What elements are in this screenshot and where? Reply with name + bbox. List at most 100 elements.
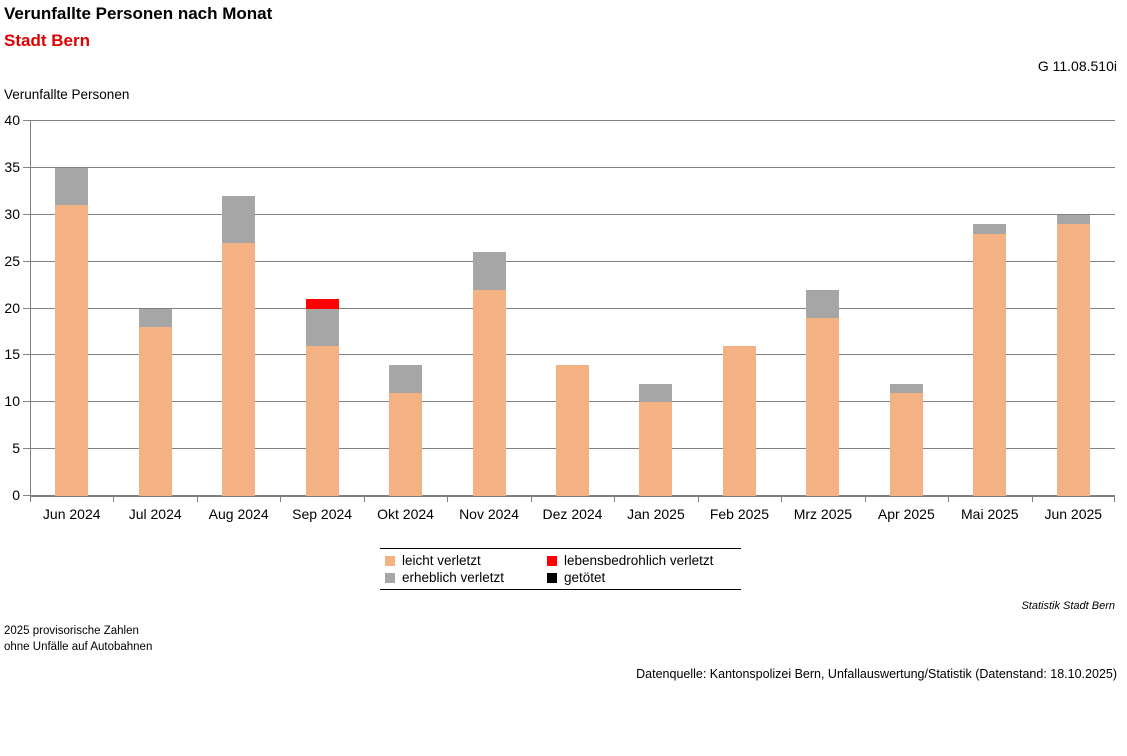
legend-item: getötet: [547, 570, 737, 585]
gridline: [30, 354, 1115, 356]
x-tick-label: Sep 2024: [292, 506, 353, 522]
gridline: [30, 260, 1115, 262]
bar-segment-erheblich-verletzt: [1057, 214, 1090, 225]
y-tick-label: 35: [4, 158, 20, 175]
bar-segment-leicht-verletzt: [473, 289, 506, 496]
bar-segment-leicht-verletzt: [389, 392, 422, 496]
legend-marker-icon: [547, 555, 557, 566]
y-tick-label: 15: [4, 346, 20, 363]
legend-label: erheblich verletzt: [402, 570, 505, 585]
bar-segment-leicht-verletzt: [973, 233, 1006, 496]
x-axis-tick: [113, 496, 114, 502]
bar-segment-erheblich-verletzt: [806, 289, 839, 318]
gridline: [30, 120, 1115, 121]
bar-segment-leicht-verletzt: [1057, 224, 1090, 496]
y-axis-tick: [23, 401, 30, 403]
bar-segment-erheblich-verletzt: [306, 308, 339, 346]
bar-segment-lebensbedrohlich-verletzt: [306, 299, 339, 309]
datasource-note: Datenquelle: Kantonspolizei Bern, Unfall…: [636, 667, 1117, 681]
legend-item: erheblich verletzt: [385, 570, 547, 585]
legend-marker-icon: [385, 572, 395, 583]
legend-label: leicht verletzt: [402, 553, 481, 568]
x-axis-tick: [447, 496, 448, 502]
gridline: [30, 307, 1115, 309]
y-axis-tick: [23, 354, 30, 356]
x-tick-label: Dez 2024: [542, 506, 603, 522]
x-axis-tick: [865, 496, 866, 502]
x-axis-tick: [531, 496, 532, 502]
x-axis-tick: [30, 496, 31, 502]
x-tick-label: Aug 2024: [208, 506, 269, 522]
bar-segment-erheblich-verletzt: [890, 383, 923, 393]
bar-segment-leicht-verletzt: [639, 402, 672, 496]
bar-segment-erheblich-verletzt: [639, 383, 672, 403]
gridline: [30, 213, 1115, 215]
y-axis-tick: [23, 495, 30, 496]
page-title: Verunfallte Personen nach Monat: [4, 4, 273, 23]
bar-segment-erheblich-verletzt: [473, 252, 506, 290]
x-tick-label: Nov 2024: [459, 506, 519, 522]
graphic-number: G 11.08.510i: [1037, 58, 1117, 74]
x-tick-label: Apr 2025: [877, 506, 935, 522]
x-axis-tick: [614, 496, 615, 502]
legend-item: leicht verletzt: [385, 553, 547, 568]
y-axis-tick: [23, 448, 30, 450]
y-axis-tick: [23, 307, 30, 309]
x-tick-label: Jun 2025: [1044, 506, 1103, 522]
x-tick-label: Jun 2024: [42, 506, 101, 522]
bar-chart-plot-area: 0 5 10 15 20 25 30 35 40 Jun 2024 Jul 2024 Aug 2024…: [4, 112, 1115, 522]
bar-segment-leicht-verletzt: [556, 364, 589, 496]
x-tick-label: Mrz 2025: [793, 506, 853, 522]
x-axis-tick: [948, 496, 949, 502]
bar-segment-leicht-verletzt: [806, 317, 839, 496]
footnote-provisional: 2025 provisorische Zahlen: [4, 625, 139, 637]
bar-segment-leicht-verletzt: [222, 242, 255, 496]
bar-segment-erheblich-verletzt: [973, 224, 1006, 234]
bar-segment-erheblich-verletzt: [222, 196, 255, 243]
y-tick-label: 5: [12, 440, 20, 457]
y-axis-tick: [23, 166, 30, 168]
bar-segment-leicht-verletzt: [139, 327, 172, 496]
x-axis-tick: [280, 496, 281, 502]
bar-segment-erheblich-verletzt: [389, 364, 422, 393]
x-tick-label: Jul 2024: [128, 506, 182, 522]
legend-marker-icon: [385, 555, 395, 566]
legend-marker-icon: [547, 572, 557, 583]
x-axis-tick: [1032, 496, 1033, 502]
x-tick-label: Feb 2025: [709, 506, 769, 522]
x-tick-label: Jan 2025: [627, 506, 685, 522]
x-tick-label: Mai 2025: [961, 506, 1019, 522]
y-axis-line: [30, 121, 31, 496]
y-axis-tick: [23, 260, 30, 262]
bar-segment-erheblich-verletzt: [55, 167, 88, 206]
x-tick-label: Okt 2024: [377, 506, 434, 522]
legend-item: lebensbedrohlich verletzt: [547, 553, 737, 568]
x-axis-tick: [197, 496, 198, 502]
legend-label: lebensbedrohlich verletzt: [564, 553, 714, 568]
y-axis-tick: [23, 120, 30, 121]
x-axis-tick: [698, 496, 699, 502]
bar-segment-leicht-verletzt: [55, 205, 88, 496]
footnote-no-highways: ohne Unfälle auf Autobahnen: [4, 641, 153, 653]
y-tick-label: 10: [4, 393, 20, 410]
statistik-stadt-bern-note: Statistik Stadt Bern: [1021, 600, 1115, 612]
x-axis-line: [30, 495, 1115, 497]
x-axis-tick: [364, 496, 365, 502]
page-subtitle: Stadt Bern: [4, 31, 90, 50]
y-tick-label: 0: [12, 487, 20, 503]
bar-segment-erheblich-verletzt: [139, 308, 172, 328]
chart-legend: leicht verletzt lebensbedrohlich verletzt…: [380, 548, 741, 590]
bar-segment-leicht-verletzt: [306, 346, 339, 496]
y-tick-label: 40: [4, 112, 20, 128]
x-axis-tick: [781, 496, 782, 502]
bar-segment-leicht-verletzt: [890, 392, 923, 496]
y-tick-label: 20: [4, 299, 20, 316]
bar-segment-leicht-verletzt: [723, 346, 756, 496]
y-axis-tick: [23, 213, 30, 215]
x-axis-tick: [1114, 496, 1115, 502]
y-axis-title: Verunfallte Personen: [4, 87, 130, 102]
y-tick-label: 25: [4, 252, 20, 269]
gridline: [30, 166, 1115, 168]
y-tick-label: 30: [4, 205, 20, 222]
